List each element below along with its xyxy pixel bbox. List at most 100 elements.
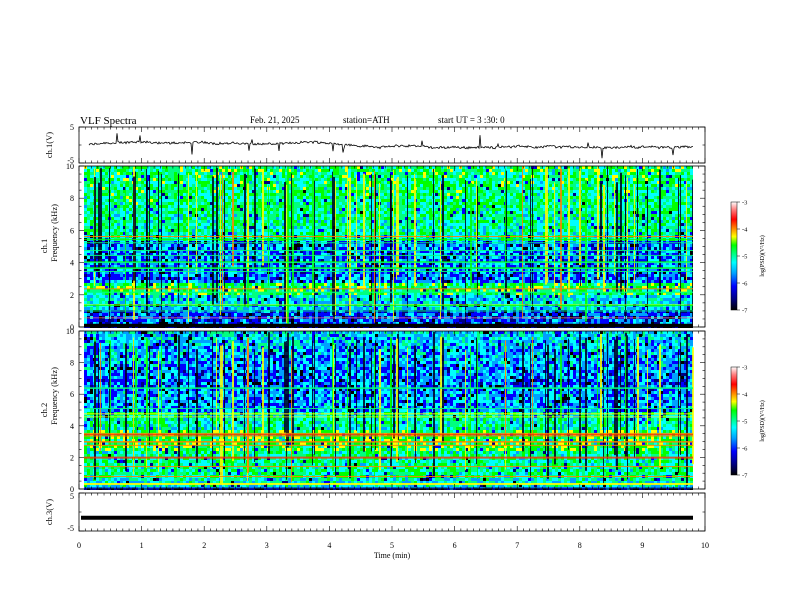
ch1-spectrogram-cell [627,166,630,169]
ch1-spectrogram-cell [501,178,504,181]
ch1-spectrogram-cell [150,187,153,190]
ch1-spectrogram-cell [381,169,384,172]
ch1-spectrogram-cell [276,187,279,190]
ch1-spectrogram-cell [189,169,192,172]
ch1-spectrogram-cell [297,187,300,190]
ch1-spectrogram-cell [303,187,306,190]
ch1-spectrogram-cell [672,175,675,178]
ch1-spectrogram-cell [591,169,594,172]
ch1-spectrogram-cell [591,190,594,193]
ch1-spectrogram-cell [474,169,477,172]
ch1-spectrogram-cell [675,172,678,175]
ch1-spectrogram-cell [138,199,141,202]
ch1-spectrogram-cell [495,190,498,193]
ch1-spectrogram-cell [525,193,528,196]
ch1-spectrogram-cell [321,166,324,169]
ch1-spectrogram-cell [270,178,273,181]
ch1-spectrogram-cell [591,175,594,178]
ch1-spectrogram-cell [198,196,201,199]
ch1-spectrogram-cell [168,166,171,169]
ch1-spectrogram-cell [246,166,249,169]
ch1-spectrogram-cell [174,190,177,193]
ch1-spectrogram-cell [87,187,90,190]
date-label: Feb. 21, 2025 [250,115,300,125]
ch1-spectrogram-cell [411,172,414,175]
ch1-spectrogram-cell [612,172,615,175]
ch1-spectrogram-cell [237,193,240,196]
ch1-spectrogram-cell [411,187,414,190]
ch1-spectrogram-cell [624,169,627,172]
ch1-spectrogram-cell [534,169,537,172]
ch1-spectrogram-cell [642,178,645,181]
ch1-spectrogram-cell [339,184,342,187]
ch1-spectrogram-cell [423,172,426,175]
ch1-spectrogram-cell [558,166,561,169]
ch1-spectrogram-cell [102,184,105,187]
ch1-spectrogram-cell [603,172,606,175]
ch1-spectrogram-cell [240,190,243,193]
ch1-spectrogram-cell [411,190,414,193]
ch1-spectrogram-cell [204,187,207,190]
ch1-spectrogram-cell [423,196,426,199]
ch1-spectrogram-cell [360,169,363,172]
ch1-spectrogram-cell [90,193,93,196]
ch1-spectrogram-cell [687,169,690,172]
ch1-spectrogram-cell [687,181,690,184]
ch1-spectrogram-cell [609,166,612,169]
ch1-spectrogram-cell [666,187,669,190]
ch1-spectrogram-cell [510,172,513,175]
ch1-spectrogram-cell [534,193,537,196]
ch1-spectrogram-cell [360,175,363,178]
ch1-spectrogram-cell [318,190,321,193]
ch1-spectrogram-cell [501,187,504,190]
ch1-spectrogram-cell [411,181,414,184]
ch1-spectrogram-cell [456,178,459,181]
ch1-spectrogram-cell [186,169,189,172]
ch1-spectrogram-cell [549,172,552,175]
ch1-spectrogram-cell [516,181,519,184]
ch1-spectrogram-cell [507,166,510,169]
ch1-spectrogram-cell [321,187,324,190]
ch1-spectrogram-cell [198,184,201,187]
ch1-spectrogram-cell [564,181,567,184]
ch1-spectrogram-cell [687,175,690,178]
ch1-spectrogram-cell [339,190,342,193]
ch1-spectrogram-cell [354,172,357,175]
ch1-spectrogram-cell [87,184,90,187]
ch1-spectrogram-cell [339,169,342,172]
ch1-spectrogram-cell [405,172,408,175]
ch1-spectrogram-cell [408,178,411,181]
ch1-spectrogram-cell [549,166,552,169]
ch1-spectrogram-cell [324,172,327,175]
ch1-spectrogram-cell [417,190,420,193]
ch1-spectrogram-cell [576,196,579,199]
ch1-spectrogram-cell [642,196,645,199]
ch1-spectrogram-cell [162,175,165,178]
ch1-spectrogram-cell [600,178,603,181]
ch1-spectrogram-cell [408,181,411,184]
ch1-spectrogram-cell [270,190,273,193]
ch1-spectrogram-cell [489,184,492,187]
ch1-spectrogram-cell [177,166,180,169]
ch1-spectrogram-cell [198,172,201,175]
ch1-spectrogram-cell [399,190,402,193]
ch1-spectrogram-cell [237,190,240,193]
ch1-spectrogram-cell [342,178,345,181]
ch1-spectrogram-cell [435,196,438,199]
ch1-spectrogram-cell [324,190,327,193]
ch1-spectrogram-cell [222,166,225,169]
ch1-spectrogram-cell [630,181,633,184]
ch1-spectrogram-cell [117,172,120,175]
ch1-spectrogram-cell [102,190,105,193]
ch1-spectrogram-cell [492,178,495,181]
ch1-spectrogram-cell [435,178,438,181]
ch1-spectrogram-cell [105,187,108,190]
ch1-spectrogram-cell [654,196,657,199]
ch1-spectrogram-cell [600,169,603,172]
ch1-spectrogram-cell [240,181,243,184]
ch1-spectrogram-cell [426,181,429,184]
ch1-waveform-ticks [79,127,705,163]
ch1-spectrogram-cell [420,178,423,181]
ch1-spectrogram-cell [633,166,636,169]
ch1-spectrogram-cell [639,181,642,184]
